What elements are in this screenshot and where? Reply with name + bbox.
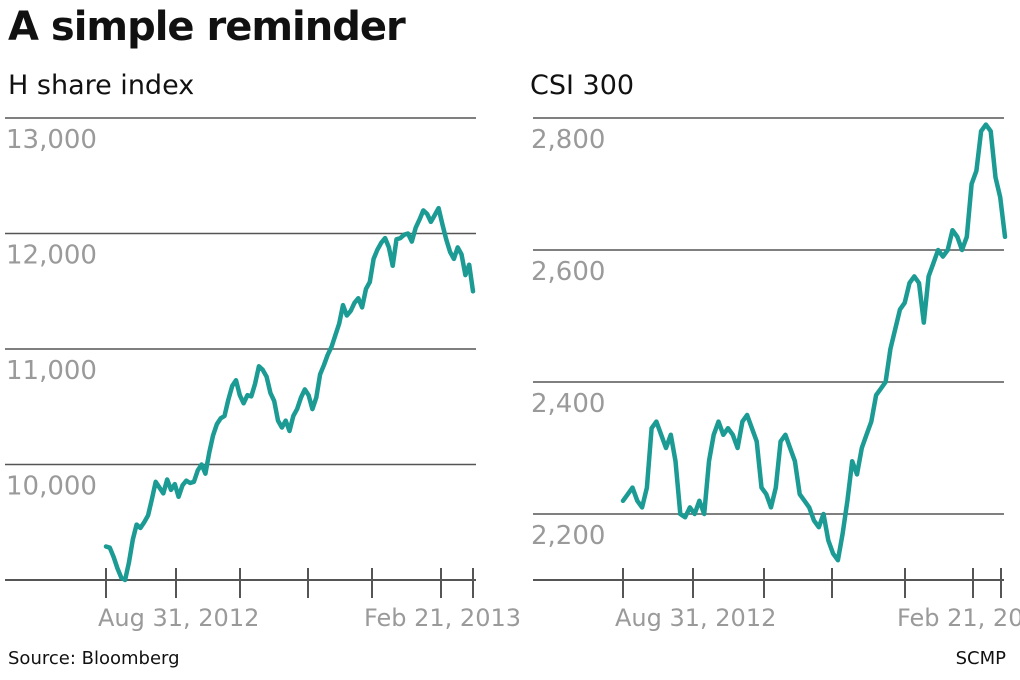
credit-note: SCMP xyxy=(955,648,1006,669)
source-note: Source: Bloomberg xyxy=(8,648,180,669)
y-tick-label: 2,800 xyxy=(531,125,605,155)
y-tick-label: 2,200 xyxy=(531,521,605,551)
x-tick-label: Feb 21, 2013 xyxy=(364,604,521,632)
series-line xyxy=(620,122,1008,563)
series-line xyxy=(103,205,476,583)
chart-panel-0: 10,000 11,000 12,000 13,000 Aug 31, 2012 Feb … xyxy=(5,117,521,632)
chart-panel-1: 2,200 2,400 2,600 2,800 Aug 31, 2012 Feb 21, … xyxy=(531,117,1020,632)
y-tick-label: 2,400 xyxy=(531,389,605,419)
x-tick-label: Aug 31, 2012 xyxy=(98,604,259,632)
y-tick-label: 13,000 xyxy=(6,125,97,155)
right-chart-title: CSI 300 xyxy=(530,70,635,101)
left-chart-title: H share index xyxy=(8,70,195,101)
y-tick-label: 10,000 xyxy=(6,472,97,502)
headline: A simple reminder xyxy=(8,4,406,50)
x-tick-label: Aug 31, 2012 xyxy=(615,604,776,632)
y-tick-label: 11,000 xyxy=(6,356,97,386)
x-tick-label: Feb 21, 2013 xyxy=(897,604,1020,632)
y-tick-label: 2,600 xyxy=(531,257,605,287)
y-tick-label: 12,000 xyxy=(6,241,97,271)
